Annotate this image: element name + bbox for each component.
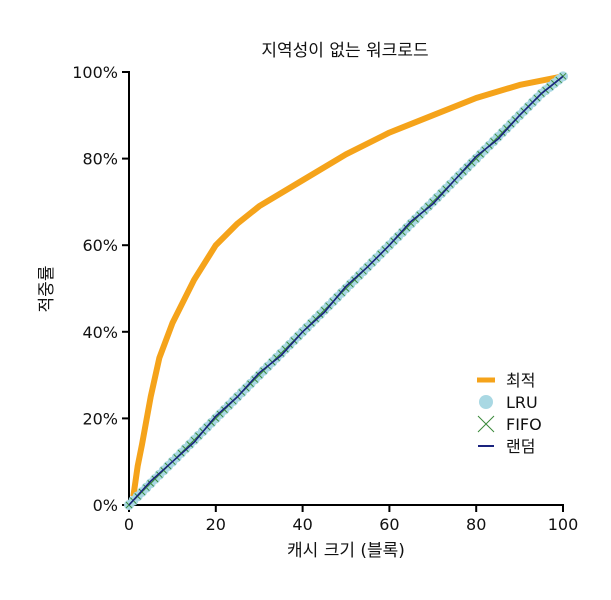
legend-lru-swatch	[479, 395, 493, 409]
y-axis-label: 적중률	[37, 266, 57, 313]
chart-title: 지역성이 없는 워크로드	[261, 41, 428, 61]
series-optimal-line	[130, 73, 564, 497]
x-tick-label: 60	[379, 515, 399, 534]
x-tick-label: 100	[548, 515, 579, 534]
legend-label: 최적	[506, 371, 535, 390]
legend-label: FIFO	[506, 415, 542, 434]
y-tick-label: 40%	[82, 323, 118, 342]
y-tick-label: 80%	[82, 150, 118, 169]
y-tick-label: 100%	[72, 63, 118, 82]
x-tick-label: 80	[466, 515, 486, 534]
series-random-line	[128, 75, 564, 506]
y-tick-label: 0%	[93, 496, 118, 515]
y-tick-label: 20%	[82, 409, 118, 428]
x-tick-label: 20	[206, 515, 226, 534]
x-tick-label: 40	[292, 515, 312, 534]
x-tick-label: 0	[124, 515, 134, 534]
x-axis-label: 캐시 크기 (블록)	[287, 541, 405, 561]
y-tick-label: 60%	[82, 236, 118, 255]
legend-label: 랜덤	[506, 437, 535, 456]
legend-fifo-swatch	[477, 415, 495, 433]
legend-label: LRU	[506, 393, 538, 412]
